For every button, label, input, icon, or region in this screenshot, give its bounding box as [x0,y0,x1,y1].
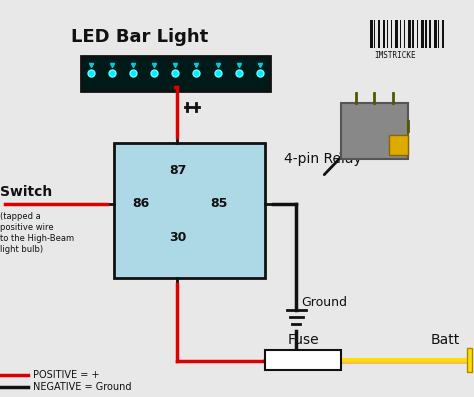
Text: Fuse: Fuse [288,333,319,347]
Bar [114,143,265,278]
Text: 30: 30 [169,231,186,244]
Bar [421,20,424,48]
Bar [425,20,427,48]
Text: Switch: Switch [0,185,52,199]
Bar [434,20,437,48]
Bar [400,20,401,48]
Bar [408,20,411,48]
Bar [429,20,431,48]
Text: Ground: Ground [301,296,347,309]
Text: 87: 87 [169,164,186,177]
Text: NEGATIVE = Ground: NEGATIVE = Ground [33,382,132,392]
Bar [374,20,375,48]
Bar [341,103,408,159]
Bar [417,20,418,48]
Bar [265,350,341,370]
Bar [370,20,373,48]
Bar [391,20,392,48]
Bar [438,20,439,48]
Bar [442,20,444,48]
Bar [81,56,270,91]
Bar [389,135,408,155]
Bar [387,20,388,48]
Bar [404,20,405,48]
Bar [467,348,472,372]
Text: 85: 85 [210,197,228,210]
Text: (tapped a
positive wire
to the High-Beam
light bulb): (tapped a positive wire to the High-Beam… [0,212,74,254]
Bar [378,20,380,48]
Text: 4-pin Relay: 4-pin Relay [284,152,362,166]
Bar [383,20,385,48]
Text: IMSTRICKE: IMSTRICKE [374,50,416,60]
Text: POSITIVE = +: POSITIVE = + [33,370,100,380]
Bar [395,20,398,48]
Bar [412,20,414,48]
Text: Batt: Batt [430,333,460,347]
Text: LED Bar Light: LED Bar Light [71,28,209,46]
Text: 86: 86 [132,197,150,210]
